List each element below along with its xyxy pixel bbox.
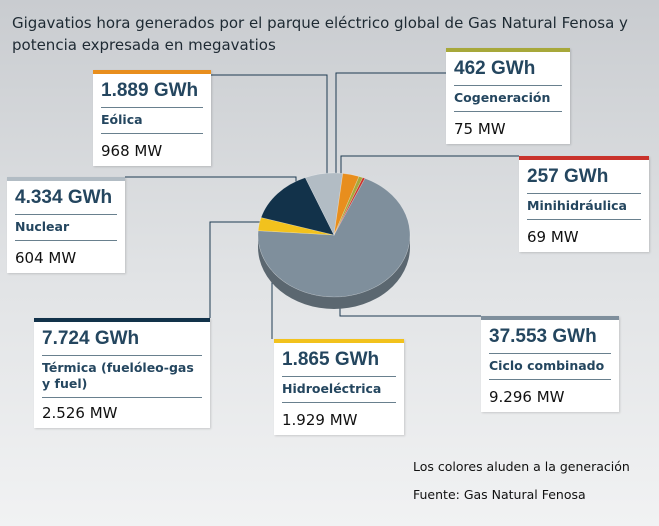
gwh-value: 257 GWh [527, 166, 609, 187]
divider [101, 107, 203, 108]
divider [489, 379, 611, 380]
slice-eolica [333, 173, 360, 236]
legend-color-bar [519, 156, 649, 160]
gwh-value: 37.553 GWh [489, 326, 597, 347]
mw-value: 968 MW [101, 142, 163, 160]
category-label: Eólica [101, 112, 143, 127]
legend-box-cogeneracion: 462 GWh Cogeneración 75 MW [446, 48, 570, 144]
chart-title: Gigavatios hora generados por el parque … [12, 14, 628, 54]
legend-box-eolica: 1.889 GWh Eólica 968 MW [93, 70, 211, 166]
legend-box-nuclear: 4.334 GWh Nuclear 604 MW [7, 177, 125, 273]
category-label: Térmica (fuelóleo-gas y fuel) [42, 360, 194, 391]
slice-termica [260, 177, 335, 236]
leader-line [335, 72, 446, 178]
gwh-value: 4.334 GWh [15, 187, 113, 208]
leader-line [209, 221, 272, 318]
legend-color-bar [274, 339, 404, 343]
mw-value: 2.526 MW [42, 404, 118, 422]
divider [454, 85, 562, 86]
divider [15, 240, 117, 241]
divider [454, 111, 562, 112]
legend-box-hidroelectrica: 1.865 GWh Hidroeléctrica 1.929 MW [274, 339, 404, 435]
gwh-value: 1.889 GWh [101, 80, 199, 101]
legend-color-bar [7, 177, 125, 181]
category-label: Nuclear [15, 219, 70, 234]
slice-cogeneracion [333, 176, 364, 236]
category-label: Ciclo combinado [489, 358, 605, 373]
category-label: Minihidráulica [527, 198, 627, 213]
slice-ciclo-combinado [257, 177, 411, 298]
legend-box-ciclo-combinado: 37.553 GWh Ciclo combinado 9.296 MW [481, 316, 619, 412]
leader-line [211, 74, 328, 180]
mw-value: 69 MW [527, 228, 579, 246]
slice-minihidraulica [333, 177, 366, 236]
slice-nuclear [304, 172, 344, 236]
gwh-value: 7.724 GWh [42, 328, 140, 349]
pie-depth [258, 235, 410, 309]
colors-note: Los colores aluden a la generación [413, 459, 630, 474]
source-note: Fuente: Gas Natural Fenosa [413, 487, 586, 502]
pie-slices [257, 172, 411, 298]
divider [15, 214, 117, 215]
legend-box-termica: 7.724 GWh Térmica (fuelóleo-gas y fuel) … [34, 318, 210, 428]
divider [42, 355, 202, 356]
mw-value: 9.296 MW [489, 388, 565, 406]
divider [489, 353, 611, 354]
category-label: Cogeneración [454, 90, 551, 105]
divider [282, 376, 396, 377]
legend-color-bar [34, 318, 210, 322]
divider [101, 133, 203, 134]
legend-color-bar [481, 316, 619, 320]
leader-line [340, 155, 519, 177]
gwh-value: 1.865 GWh [282, 349, 380, 370]
legend-color-bar [446, 48, 570, 52]
divider [282, 402, 396, 403]
category-label: Hidroeléctrica [282, 381, 382, 396]
slice-hidroelectrica [257, 217, 335, 236]
leader-line [125, 176, 297, 190]
mw-value: 604 MW [15, 249, 77, 267]
divider [527, 219, 641, 220]
gwh-value: 462 GWh [454, 58, 536, 79]
divider [42, 397, 202, 398]
legend-box-minihidraulica: 257 GWh Minihidráulica 69 MW [519, 156, 649, 252]
mw-value: 75 MW [454, 120, 506, 138]
slice-ciclo-combinado-side [258, 235, 410, 309]
mw-value: 1.929 MW [282, 411, 358, 429]
legend-color-bar [93, 70, 211, 74]
divider [527, 193, 641, 194]
